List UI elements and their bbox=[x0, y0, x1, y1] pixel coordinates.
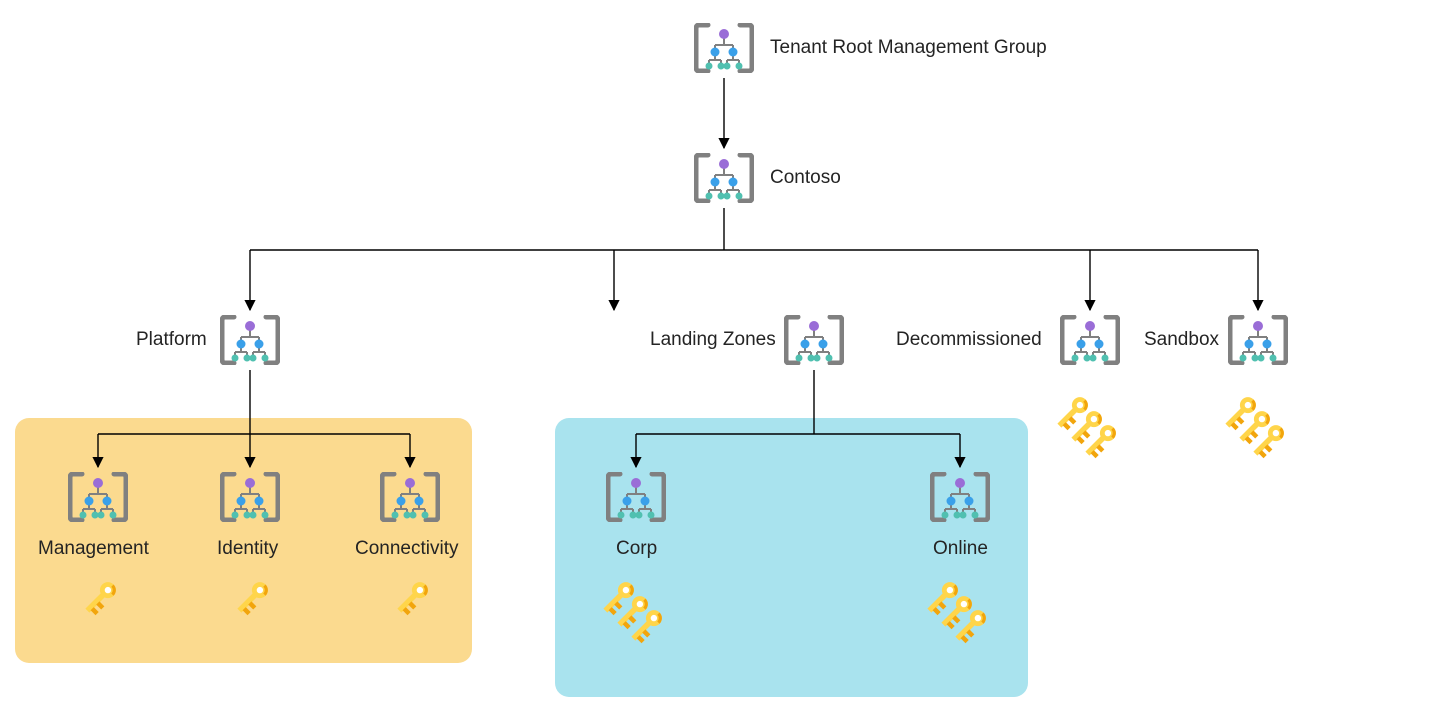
mg-icon-root bbox=[694, 23, 754, 73]
key-icon-decom bbox=[1050, 395, 1140, 485]
mg-icon-platform bbox=[220, 315, 280, 365]
label-platform: Platform bbox=[136, 329, 207, 351]
mg-icon-contoso bbox=[694, 153, 754, 203]
label-connect: Connectivity bbox=[355, 538, 459, 560]
key-icon-connect bbox=[390, 580, 434, 624]
mg-icon-connect bbox=[380, 472, 440, 522]
label-contoso: Contoso bbox=[770, 167, 841, 189]
mg-icon-decom bbox=[1060, 315, 1120, 365]
mg-icon-sandbox bbox=[1228, 315, 1288, 365]
mg-icon-mgmt bbox=[68, 472, 128, 522]
label-decom: Decommissioned bbox=[896, 329, 1042, 351]
label-online: Online bbox=[933, 538, 988, 560]
mg-icon-identity bbox=[220, 472, 280, 522]
mg-icon-online bbox=[930, 472, 990, 522]
label-sandbox: Sandbox bbox=[1144, 329, 1219, 351]
key-icon-online bbox=[920, 580, 1010, 670]
label-mgmt: Management bbox=[38, 538, 149, 560]
label-corp: Corp bbox=[616, 538, 657, 560]
label-identity: Identity bbox=[217, 538, 278, 560]
mg-icon-corp bbox=[606, 472, 666, 522]
label-landing: Landing Zones bbox=[650, 329, 776, 351]
label-root: Tenant Root Management Group bbox=[770, 37, 1047, 59]
key-icon-mgmt bbox=[78, 580, 122, 624]
key-icon-corp bbox=[596, 580, 686, 670]
mg-icon-landing bbox=[784, 315, 844, 365]
key-icon-sandbox bbox=[1218, 395, 1308, 485]
key-icon-identity bbox=[230, 580, 274, 624]
